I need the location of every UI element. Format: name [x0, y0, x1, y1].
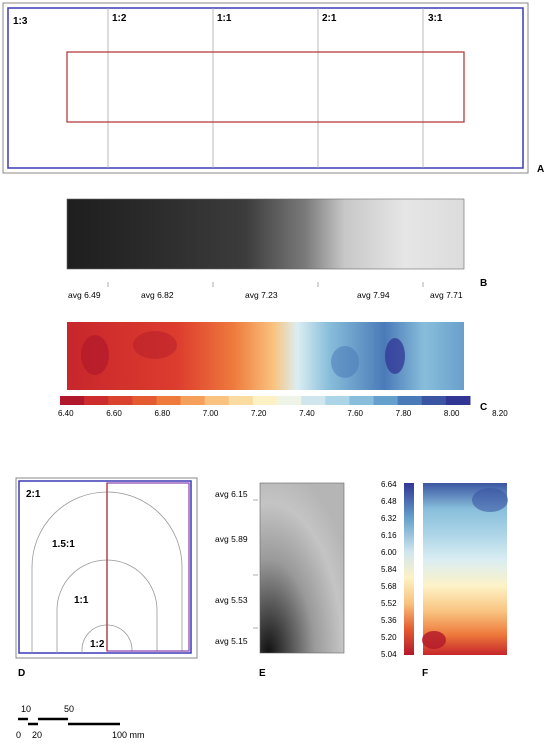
panel-a-frame [2, 2, 529, 174]
average-label: avg 7.94 [357, 290, 390, 300]
scale-swatch [445, 396, 471, 405]
scale-tick-label: 7.20 [251, 409, 267, 418]
contour-blob [81, 335, 109, 375]
grayscale-strip [67, 199, 464, 269]
ratio-label: 1:1 [217, 13, 232, 24]
average-label: avg 5.89 [215, 534, 248, 544]
contour-blob [472, 488, 508, 512]
ratio-label: 2:1 [26, 489, 41, 500]
scale-tick-label: 5.52 [381, 599, 397, 608]
scale-tick-label: 5.84 [381, 565, 397, 574]
scale-label: 10 [21, 704, 31, 714]
average-label: avg 7.71 [430, 290, 463, 300]
contour-blob [331, 346, 359, 378]
scale-tick-label: 6.80 [154, 409, 170, 418]
panel-d-inner-rect [106, 482, 190, 652]
scale-label: 0 [16, 730, 21, 740]
scale-swatch [252, 396, 278, 405]
panel-letter: E [259, 668, 266, 679]
scale-swatch [349, 396, 375, 405]
scale-tick-label: 6.16 [381, 531, 397, 540]
scale-tick-label: 6.60 [106, 409, 122, 418]
scale-swatch [421, 396, 447, 405]
scale-swatch [84, 396, 109, 405]
scale-label: 20 [32, 730, 42, 740]
scale-tick-label: 8.00 [444, 409, 460, 418]
scale-swatch [108, 396, 133, 405]
scale-swatch [373, 396, 399, 405]
scale-swatch [397, 396, 423, 405]
panel-letter: C [480, 402, 487, 413]
contour-blob [385, 338, 405, 374]
scale-tick-label: 6.00 [381, 548, 397, 557]
scale-tick-label: 5.68 [381, 582, 397, 591]
scale-tick-label: 7.80 [396, 409, 412, 418]
scale-swatch [132, 396, 157, 405]
panel-e: avg 6.15 avg 5.89 avg 5.53 avg 5.15 E [215, 482, 345, 679]
scale-tick-label: 6.32 [381, 514, 397, 523]
scale-tick-label: 6.48 [381, 497, 397, 506]
color-scale: 6.40 6.60 6.80 7.00 7.20 7.40 7.60 7.80 8.00 8.20 [58, 396, 508, 418]
contour-blob [133, 331, 177, 359]
scale-swatch [228, 396, 254, 405]
panel-letter: F [422, 668, 428, 679]
scale-tick-label: 7.40 [299, 409, 315, 418]
average-label: avg 6.49 [68, 290, 101, 300]
scale-labels: 6.64 6.48 6.32 6.16 6.00 5.84 5.68 5.52 5.36 5.20… [381, 480, 397, 659]
average-label: avg 6.15 [215, 489, 248, 499]
ratio-label: 3:1 [428, 13, 443, 24]
panel-letter: D [18, 668, 25, 679]
scale-tick-label: 5.04 [381, 650, 397, 659]
ratio-label: 1:1 [74, 595, 89, 606]
panel-d-outer-rect [18, 480, 192, 654]
panel-a-outer-rect [7, 7, 524, 169]
scale-swatch [325, 396, 350, 405]
grayscale-quarter-border [259, 482, 345, 654]
scale-label: 50 [64, 704, 74, 714]
ratio-label: 1:2 [90, 639, 105, 650]
panel-d-frame [15, 477, 198, 659]
panel-a-inner-rect [66, 51, 465, 123]
scale-swatch [180, 396, 206, 405]
average-label: avg 6.82 [141, 290, 174, 300]
panel-b: avg 6.49 avg 6.82 avg 7.23 avg 7.94 avg … [66, 198, 487, 300]
panel-a: 1:3 1:2 1:1 2:1 3:1 A [2, 2, 544, 175]
scale-tick-label: 5.36 [381, 616, 397, 625]
ratio-label: 1:3 [13, 16, 28, 27]
ratio-label: 1.5:1 [52, 539, 75, 550]
ratio-label: 2:1 [322, 13, 337, 24]
scale-tick-label: 6.64 [381, 480, 397, 489]
scale-swatch [277, 396, 302, 405]
scale-swatch [156, 396, 182, 405]
scale-swatch [204, 396, 230, 405]
average-label: avg 5.53 [215, 595, 248, 605]
panel-f: 6.64 6.48 6.32 6.16 6.00 5.84 5.68 5.52 5.36 5.20… [381, 480, 508, 679]
average-label: avg 5.15 [215, 636, 248, 646]
grayscale-strip-border [66, 198, 465, 270]
scale-tick-label: 6.40 [58, 409, 74, 418]
scale-tick-label: 8.20 [492, 409, 508, 418]
ratio-label: 1:2 [112, 13, 127, 24]
panel-letter: B [480, 278, 487, 289]
scale-swatch [301, 396, 326, 405]
scale-tick-label: 7.60 [347, 409, 363, 418]
vertical-color-scale [404, 483, 414, 655]
panel-d: 2:1 1.5:1 1:1 1:2 D [15, 477, 198, 679]
scale-bar: 10 50 0 20 100 mm [16, 704, 145, 740]
average-label: avg 7.23 [245, 290, 278, 300]
scale-tick-label: 7.00 [203, 409, 219, 418]
grayscale-quarter [260, 483, 344, 653]
contour-blob [422, 631, 446, 649]
scale-swatch [60, 396, 85, 405]
scale-label: 100 mm [112, 730, 145, 740]
panel-letter: A [537, 164, 544, 175]
scale-tick-label: 5.20 [381, 633, 397, 642]
panel-c: 6.40 6.60 6.80 7.00 7.20 7.40 7.60 7.80 8.00 8.20… [58, 322, 508, 418]
